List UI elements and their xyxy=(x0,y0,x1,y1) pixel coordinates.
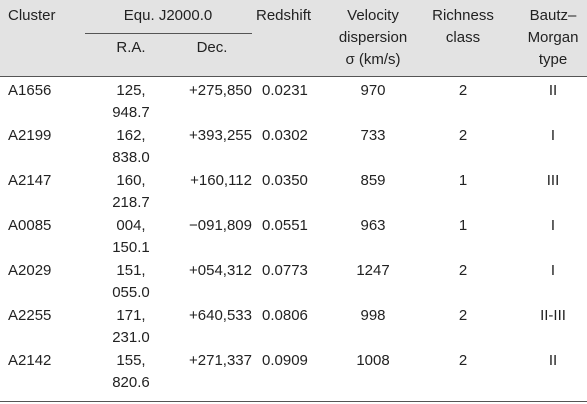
dec-cell: −091,809 xyxy=(189,217,252,234)
richness-cell: 1 xyxy=(458,172,468,189)
richness-cell: 2 xyxy=(458,262,468,279)
ra-cell: 162, 838.0 xyxy=(112,127,150,166)
velocity-cell: 998 xyxy=(360,307,386,324)
cluster-cell: A2255 xyxy=(8,307,52,324)
bautz-cell: II-III xyxy=(540,307,566,324)
bautz-cell: III xyxy=(546,172,560,189)
header-cell: σ (km/s) xyxy=(345,51,401,68)
ra-cell: 155, 820.6 xyxy=(112,352,150,391)
cluster-cell: A1656 xyxy=(8,82,52,99)
header-cell: Redshift xyxy=(256,7,312,24)
header-cell: type xyxy=(538,51,568,68)
cluster-cell: A2029 xyxy=(8,262,52,279)
header-cell: Equ. J2000.0 xyxy=(123,7,213,24)
header-cell: Velocity xyxy=(347,7,399,24)
header-cell: R.A. xyxy=(116,39,146,56)
velocity-cell: 970 xyxy=(360,82,386,99)
richness-cell: 2 xyxy=(458,352,468,369)
richness-cell: 2 xyxy=(458,82,468,99)
header-cell: dispersion xyxy=(338,29,408,46)
dec-cell: +271,337 xyxy=(189,352,252,369)
ra-cell: 125, 948.7 xyxy=(112,82,150,121)
header-cell: Bautz– xyxy=(529,7,577,24)
dec-cell: +275,850 xyxy=(189,82,252,99)
redshift-cell: 0.0302 xyxy=(262,127,308,144)
cluster-cell: A2147 xyxy=(8,172,52,189)
header-cell: Morgan xyxy=(527,29,579,46)
redshift-cell: 0.0551 xyxy=(262,217,308,234)
header-cell: Richness xyxy=(432,7,494,24)
bautz-cell: I xyxy=(550,217,556,234)
redshift-cell: 0.0909 xyxy=(262,352,308,369)
ra-cell: 151, 055.0 xyxy=(112,262,150,301)
redshift-cell: 0.0350 xyxy=(262,172,308,189)
redshift-cell: 0.0806 xyxy=(262,307,308,324)
redshift-cell: 0.0773 xyxy=(262,262,308,279)
bottom-rule xyxy=(0,401,587,402)
velocity-cell: 733 xyxy=(360,127,386,144)
cluster-cell: A2142 xyxy=(8,352,52,369)
header-rule xyxy=(85,33,252,34)
bautz-cell: II xyxy=(548,82,558,99)
richness-cell: 2 xyxy=(458,127,468,144)
header-background xyxy=(0,0,587,76)
redshift-cell: 0.0231 xyxy=(262,82,308,99)
richness-cell: 2 xyxy=(458,307,468,324)
bautz-cell: I xyxy=(550,127,556,144)
header-cell: class xyxy=(445,29,481,46)
header-cell: Dec. xyxy=(196,39,228,56)
velocity-cell: 1247 xyxy=(356,262,390,279)
cluster-cell: A0085 xyxy=(8,217,52,234)
bautz-cell: I xyxy=(550,262,556,279)
bautz-cell: II xyxy=(548,352,558,369)
ra-cell: 004, 150.1 xyxy=(112,217,150,256)
ra-cell: 171, 231.0 xyxy=(112,307,150,346)
velocity-cell: 1008 xyxy=(356,352,390,369)
dec-cell: +054,312 xyxy=(189,262,252,279)
ra-cell: 160, 218.7 xyxy=(112,172,150,211)
dec-cell: +393,255 xyxy=(189,127,252,144)
velocity-cell: 963 xyxy=(360,217,386,234)
header-rule xyxy=(0,76,587,77)
velocity-cell: 859 xyxy=(360,172,386,189)
dec-cell: +160,112 xyxy=(190,172,252,189)
dec-cell: +640,533 xyxy=(189,307,252,324)
header-cell: Cluster xyxy=(8,7,56,24)
richness-cell: 1 xyxy=(458,217,468,234)
cluster-cell: A2199 xyxy=(8,127,52,144)
